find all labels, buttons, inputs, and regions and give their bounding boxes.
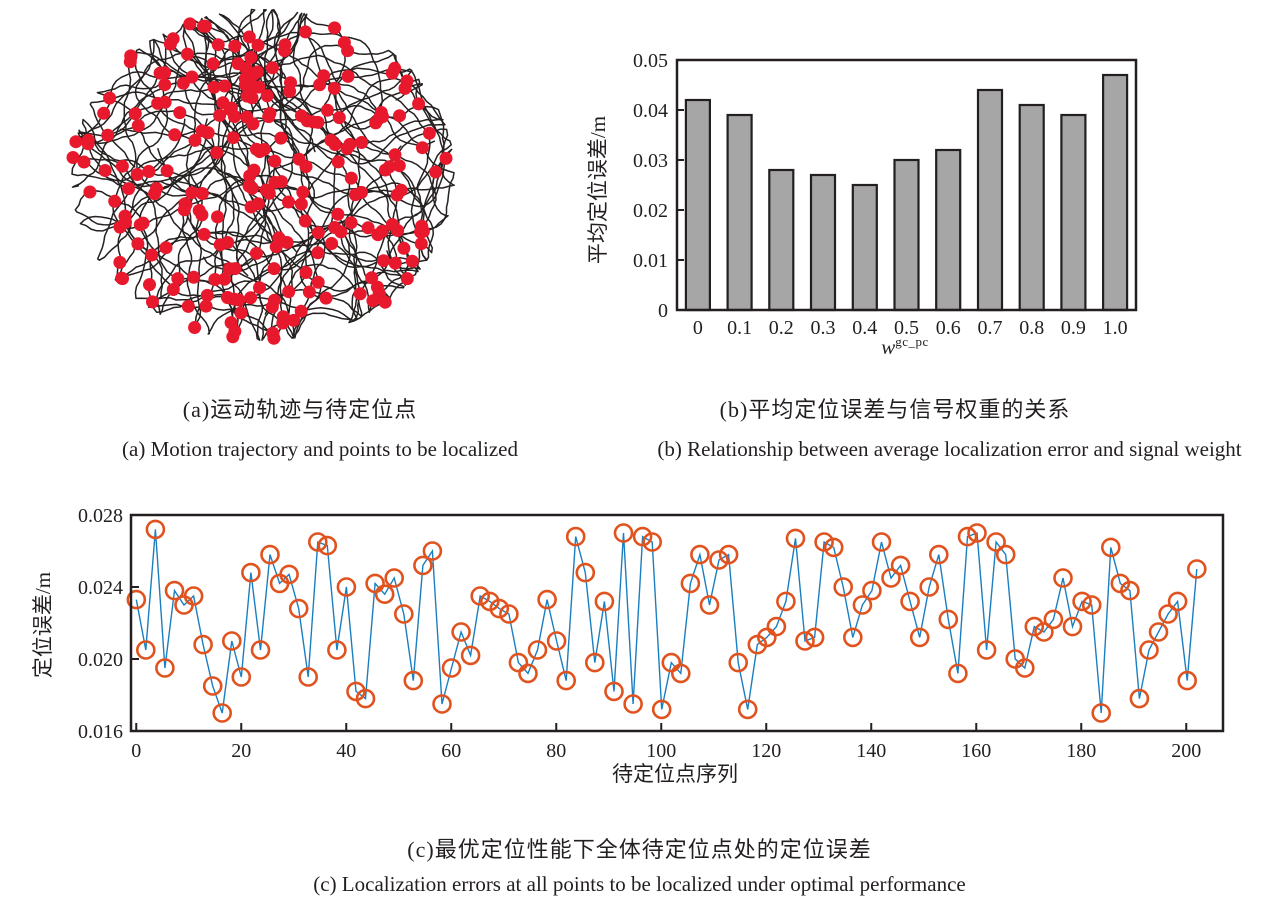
caption-c-chinese: (c)最优定位性能下全体待定位点处的定位误差 xyxy=(407,837,872,862)
caption-a-english: (a) Motion trajectory and points to be l… xyxy=(122,437,518,461)
svg-text:0.024: 0.024 xyxy=(78,577,123,599)
svg-text:0.01: 0.01 xyxy=(633,250,668,272)
svg-text:0.03: 0.03 xyxy=(633,150,668,172)
caption-b-chinese: (b)平均定位误差与信号权重的关系 xyxy=(719,397,1071,422)
svg-text:0.4: 0.4 xyxy=(852,317,877,339)
svg-text:0.2: 0.2 xyxy=(769,317,794,339)
line-chart-x-axis-label: 待定位点序列 xyxy=(612,762,738,786)
svg-text:0.6: 0.6 xyxy=(936,317,961,339)
caption-a-chinese: (a)运动轨迹与待定位点 xyxy=(182,397,418,422)
svg-text:0.9: 0.9 xyxy=(1061,317,1086,339)
svg-text:120: 120 xyxy=(751,740,781,762)
caption-c-english: (c) Localization errors at all points to… xyxy=(313,872,966,896)
svg-text:140: 140 xyxy=(856,740,886,762)
svg-text:0.5: 0.5 xyxy=(894,317,919,339)
bar-chart-x-axis-label: wgc_pc xyxy=(805,334,1005,360)
svg-text:0.02: 0.02 xyxy=(633,200,668,222)
svg-text:60: 60 xyxy=(441,740,461,762)
svg-text:160: 160 xyxy=(961,740,991,762)
svg-text:0.3: 0.3 xyxy=(811,317,836,339)
bar-chart-x-axis-label-superscript: gc_pc xyxy=(895,334,929,349)
svg-text:0.8: 0.8 xyxy=(1019,317,1044,339)
svg-text:0.04: 0.04 xyxy=(633,100,668,122)
svg-text:40: 40 xyxy=(336,740,356,762)
bar-chart: 0 0.1 0.2 0.3 0.4 0.5 0.6 0.7 0.8 0.9 1.0 0 0.01 0.02… xyxy=(633,50,1138,339)
svg-text:0.05: 0.05 xyxy=(633,50,668,72)
svg-text:100: 100 xyxy=(646,740,676,762)
svg-text:0: 0 xyxy=(693,317,703,339)
svg-text:1.0: 1.0 xyxy=(1103,317,1128,339)
trajectory-plot xyxy=(66,8,456,345)
svg-text:0: 0 xyxy=(131,740,141,762)
svg-text:200: 200 xyxy=(1171,740,1201,762)
svg-text:0.016: 0.016 xyxy=(78,721,123,743)
svg-text:180: 180 xyxy=(1066,740,1096,762)
svg-text:20: 20 xyxy=(231,740,251,762)
svg-text:0: 0 xyxy=(658,300,668,322)
line-chart: 0.016 0.020 0.024 0.028 0 20 40 60 80 100 120 140 16… xyxy=(78,505,1225,762)
svg-text:0.028: 0.028 xyxy=(78,505,123,527)
svg-text:80: 80 xyxy=(546,740,566,762)
caption-b-english: (b) Relationship between average localiz… xyxy=(657,437,1242,461)
bar-chart-x-axis-label-base: w xyxy=(881,335,896,359)
svg-text:0.1: 0.1 xyxy=(727,317,752,339)
svg-text:0.7: 0.7 xyxy=(978,317,1003,339)
svg-text:0.020: 0.020 xyxy=(78,649,123,671)
